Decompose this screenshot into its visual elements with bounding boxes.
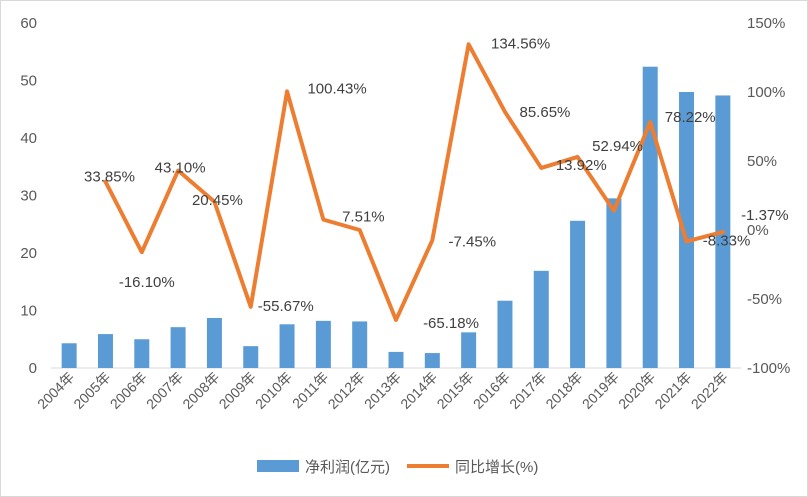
x-axis-tick: 2009年: [216, 369, 259, 412]
x-axis-tick: 2017年: [506, 369, 549, 412]
line-data-label: 100.43%: [307, 80, 366, 97]
x-axis-tick: 2018年: [542, 369, 585, 412]
right-axis-ticks: -100% -50% 0% 50% 100% 150%: [747, 15, 790, 377]
line-data-label: 20.45%: [192, 192, 243, 209]
x-axis-tick: 2015年: [434, 369, 477, 412]
x-axis-tick: 2012年: [325, 369, 368, 412]
line-data-label: -7.45%: [449, 233, 497, 250]
x-axis-tick: 2010年: [252, 369, 295, 412]
left-axis-tick: 20: [20, 245, 37, 262]
left-axis-tick: 30: [20, 188, 37, 205]
bar-2015年: [461, 332, 477, 368]
x-axis-tick: 2016年: [470, 369, 513, 412]
bar-2004年: [61, 343, 77, 368]
bar-2017年: [533, 270, 549, 368]
x-axis-tick: 2014年: [397, 369, 440, 412]
line-data-label: -65.18%: [423, 315, 479, 332]
yoy-growth-line: [103, 42, 725, 322]
bar-2012年: [352, 321, 368, 368]
bar-2010年: [279, 324, 295, 368]
left-axis-tick: 0: [29, 360, 37, 377]
x-axis-tick: 2019年: [579, 369, 622, 412]
x-axis-tick: 2011年: [289, 369, 332, 412]
line-data-label: -55.67%: [258, 298, 314, 315]
legend-label-line: 同比增长(%): [455, 459, 538, 476]
line-data-label: 13.92%: [556, 157, 607, 174]
bar-2018年: [570, 220, 586, 368]
x-axis-tick: 2022年: [688, 369, 731, 412]
right-axis-tick: 100%: [747, 84, 785, 101]
line-data-label: 134.56%: [491, 35, 550, 52]
right-axis-tick: -100%: [747, 360, 790, 377]
x-axis-ticks: 2004年2005年2006年2007年2008年2009年2010年2011年…: [34, 369, 731, 412]
line-data-label: 7.51%: [342, 209, 385, 226]
line-data-label: 43.10%: [155, 160, 206, 177]
left-axis-tick: 50: [20, 73, 37, 90]
bar-2014年: [424, 353, 440, 368]
x-axis-tick: 2007年: [143, 369, 186, 412]
x-axis-tick: 2005年: [70, 369, 113, 412]
line-data-label: -1.37%: [741, 207, 789, 224]
bar-2021年: [679, 92, 695, 368]
left-axis-tick: 10: [20, 303, 37, 320]
bar-series-net-profit: [61, 66, 731, 368]
line-data-label: -16.10%: [119, 274, 175, 291]
right-axis-tick: 150%: [747, 15, 785, 32]
right-axis-tick: 50%: [747, 153, 777, 170]
x-axis-tick: 2006年: [107, 369, 150, 412]
legend: 净利润(亿元) 同比增长(%): [257, 459, 538, 476]
bar-2020年: [642, 66, 658, 368]
line-data-label: 33.85%: [84, 169, 135, 186]
legend-swatch-bar: [257, 460, 299, 472]
bar-2007年: [170, 327, 186, 368]
bar-2005年: [97, 334, 113, 368]
line-data-label: 78.22%: [665, 109, 716, 126]
bar-2019年: [606, 198, 622, 368]
x-axis-tick: 2013年: [361, 369, 404, 412]
legend-label-bar: 净利润(亿元): [305, 459, 390, 476]
bar-2013年: [388, 351, 404, 368]
left-axis-ticks: 0 10 20 30 40 50 60: [20, 15, 37, 377]
bar-2011年: [315, 320, 331, 368]
x-axis-tick: 2020年: [615, 369, 658, 412]
line-series-yoy-growth: [103, 42, 725, 322]
line-data-label: 52.94%: [592, 138, 643, 155]
left-axis-tick: 60: [20, 15, 37, 32]
bar-2006年: [134, 339, 150, 368]
x-axis-tick: 2008年: [179, 369, 222, 412]
line-data-label: -8.33%: [703, 232, 751, 249]
line-data-label: 85.65%: [520, 104, 571, 121]
line-data-labels: 33.85% -16.10% 43.10% 20.45% -55.67% 100.43% 7…: [84, 35, 789, 332]
bar-2016年: [497, 300, 513, 368]
bar-2008年: [206, 317, 222, 368]
right-axis-tick: -50%: [747, 291, 782, 308]
x-axis-tick: 2004年: [34, 369, 77, 412]
bar-2009年: [243, 346, 259, 368]
x-axis-tick: 2021年: [651, 369, 694, 412]
right-axis-tick: 0%: [747, 222, 769, 239]
left-axis-tick: 40: [20, 130, 37, 147]
